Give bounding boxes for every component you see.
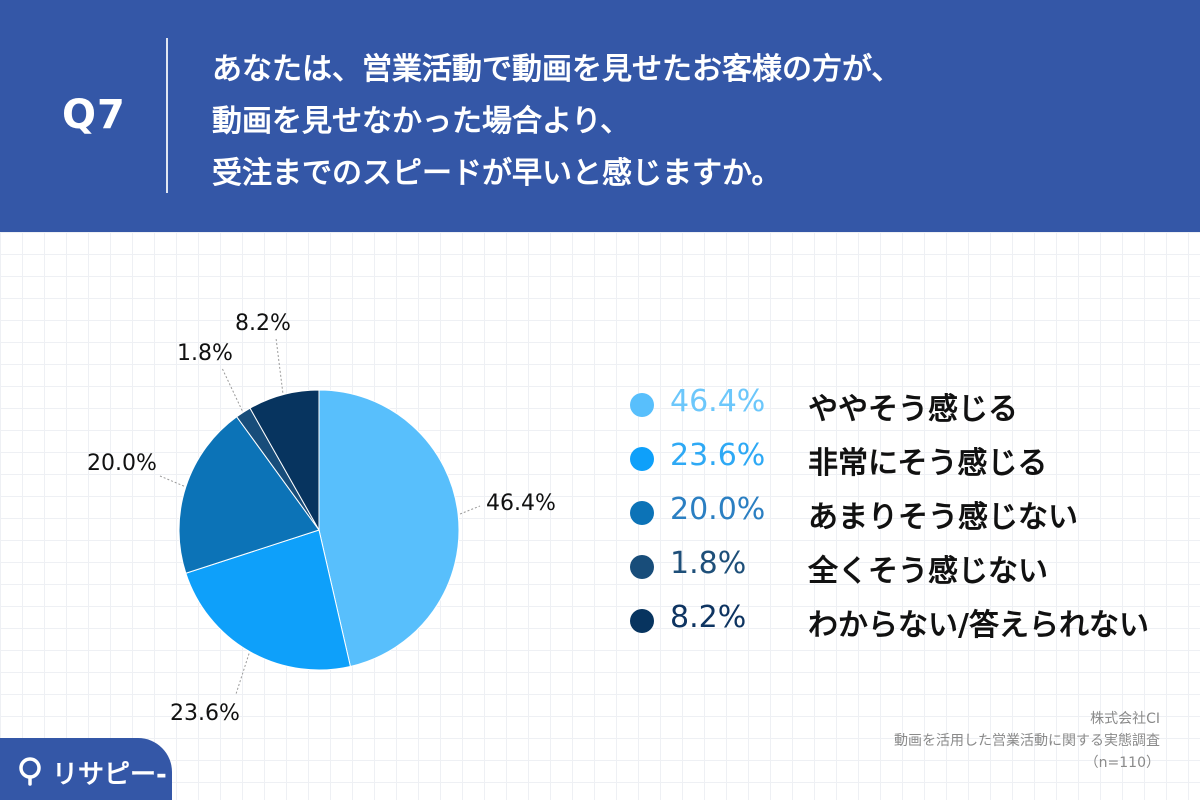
header: Q7 あなたは、営業活動で動画を見せたお客様の方が、 動画を見せなかった場合より… <box>0 0 1200 230</box>
data-label-2: 20.0% <box>87 451 157 476</box>
data-label-1: 23.6% <box>170 701 240 726</box>
header-divider <box>166 38 168 193</box>
question-line-1: あなたは、営業活動で動画を見せたお客様の方が、 <box>212 52 902 87</box>
question-line-2: 動画を見せなかった場合より、 <box>212 104 631 139</box>
question-number: Q7 <box>62 92 126 138</box>
legend-dot-icon <box>630 555 654 579</box>
legend-percent: 23.6% <box>670 438 766 473</box>
data-label-4: 8.2% <box>235 311 291 336</box>
pie-slice-4 <box>249 389 320 532</box>
legend-dot-icon <box>630 609 654 633</box>
legend-dot-icon <box>630 393 654 417</box>
legend-label: わからない/答えられない <box>808 608 1149 643</box>
logo-name: リサピー <box>52 760 157 790</box>
logo-suffix: - <box>156 760 167 790</box>
legend-label: あまりそう感じない <box>808 500 1078 535</box>
source-sample-size: （n=110） <box>1084 755 1160 771</box>
pie-slice-2 <box>178 416 320 574</box>
legend-percent: 46.4% <box>670 384 766 419</box>
leader-line-2 <box>159 475 185 487</box>
leader-line-0 <box>459 505 481 515</box>
logo-text: リサピー- <box>52 754 167 791</box>
question-line-3: 受注までのスピードが早いと感じますか。 <box>212 156 782 191</box>
source-company: 株式会社CI <box>1090 711 1160 727</box>
pin-icon <box>19 757 41 786</box>
leader-line-4 <box>275 337 284 393</box>
pie-chart: 46.4% 23.6% 20.0% 1.8%8.2% <box>87 311 556 726</box>
source-note: 株式会社CI 動画を活用した営業活動に関する実態調査 （n=110） <box>894 708 1160 774</box>
data-label-0: 46.4% <box>486 491 556 516</box>
legend-label: 全くそう感じない <box>808 554 1048 589</box>
source-survey: 動画を活用した営業活動に関する実態調査 <box>894 733 1160 749</box>
logo-tab: リサピー- <box>0 738 172 800</box>
leader-line-1 <box>235 653 250 695</box>
pie-slice-1 <box>185 529 351 671</box>
pie-slice-0 <box>318 389 460 668</box>
legend-label: ややそう感じる <box>808 392 1018 427</box>
legend-dot-icon <box>630 447 654 471</box>
legend-label: 非常にそう感じる <box>808 446 1048 481</box>
legend-dot-icon <box>630 501 654 525</box>
legend-percent: 20.0% <box>670 492 766 527</box>
data-label-3: 1.8% <box>177 341 233 366</box>
legend-percent: 1.8% <box>670 546 747 581</box>
chart-panel <box>0 232 1200 800</box>
question-text: あなたは、営業活動で動画を見せたお客様の方が、 動画を見せなかった場合より、 受… <box>212 44 1172 200</box>
leader-line-3 <box>221 367 243 411</box>
legend-percent: 8.2% <box>670 600 747 635</box>
